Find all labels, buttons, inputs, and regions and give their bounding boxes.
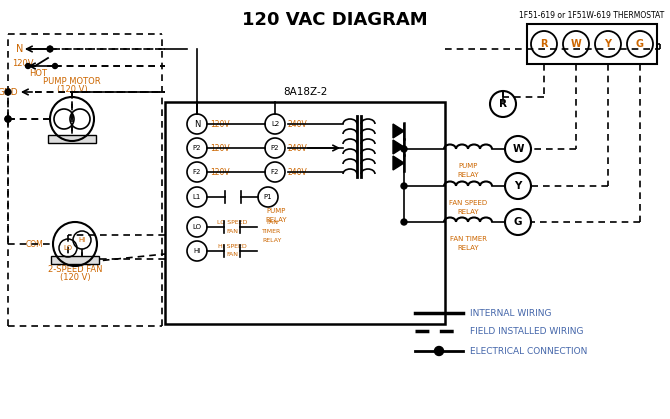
Text: 240V: 240V <box>288 168 308 176</box>
Text: HI SPEED: HI SPEED <box>218 243 247 248</box>
Text: 120V: 120V <box>210 168 230 176</box>
Text: HI: HI <box>194 248 200 254</box>
Text: Y: Y <box>604 39 612 49</box>
Text: HI: HI <box>78 237 86 243</box>
Circle shape <box>401 219 407 225</box>
Polygon shape <box>393 156 404 170</box>
Circle shape <box>401 146 407 152</box>
Text: 8A18Z-2: 8A18Z-2 <box>283 87 327 97</box>
Text: 120V: 120V <box>210 143 230 153</box>
Text: 240V: 240V <box>288 143 308 153</box>
Circle shape <box>401 183 407 189</box>
Polygon shape <box>393 124 404 138</box>
Circle shape <box>47 46 53 52</box>
Text: 240V: 240V <box>288 119 308 129</box>
Text: GND: GND <box>0 88 18 96</box>
Text: P1: P1 <box>264 194 272 200</box>
Text: 120V: 120V <box>210 119 230 129</box>
Text: Y: Y <box>515 181 522 191</box>
Text: F2: F2 <box>193 169 201 175</box>
Text: LO: LO <box>64 245 72 251</box>
Text: W: W <box>513 144 524 154</box>
Text: (120 V): (120 V) <box>60 273 90 282</box>
Text: R: R <box>499 99 507 109</box>
Text: N: N <box>16 44 23 54</box>
Text: ELECTRICAL CONNECTION: ELECTRICAL CONNECTION <box>470 347 588 355</box>
Text: L1: L1 <box>193 194 201 200</box>
Text: LO: LO <box>192 224 202 230</box>
Text: TIMER: TIMER <box>263 228 281 233</box>
Text: R: R <box>540 39 548 49</box>
Text: P2: P2 <box>193 145 201 151</box>
Text: L2: L2 <box>271 121 279 127</box>
Text: W: W <box>571 39 582 49</box>
Text: INTERNAL WIRING: INTERNAL WIRING <box>470 308 551 318</box>
Text: RELAY: RELAY <box>457 245 479 251</box>
Text: FAN SPEED: FAN SPEED <box>449 200 487 206</box>
Text: COM: COM <box>25 240 43 248</box>
Text: RELAY: RELAY <box>265 217 287 223</box>
Text: 120 VAC DIAGRAM: 120 VAC DIAGRAM <box>242 11 428 29</box>
Polygon shape <box>393 140 404 154</box>
Text: RELAY: RELAY <box>457 209 479 215</box>
Bar <box>48 135 96 143</box>
Bar <box>51 256 99 264</box>
Text: 120V: 120V <box>12 59 34 67</box>
Text: FAN: FAN <box>226 253 238 258</box>
Text: RELAY: RELAY <box>263 238 281 243</box>
Circle shape <box>5 116 11 122</box>
Bar <box>165 102 445 324</box>
Circle shape <box>52 64 58 68</box>
Text: 1F51-619 or 1F51W-619 THERMOSTAT: 1F51-619 or 1F51W-619 THERMOSTAT <box>519 11 665 20</box>
Bar <box>527 24 657 64</box>
Text: N: N <box>194 119 200 129</box>
Circle shape <box>435 347 444 355</box>
Text: 2-SPEED FAN: 2-SPEED FAN <box>48 265 103 274</box>
Text: G: G <box>636 39 644 49</box>
Text: FIELD INSTALLED WIRING: FIELD INSTALLED WIRING <box>470 326 584 336</box>
Text: RELAY: RELAY <box>457 172 479 178</box>
Text: HOT: HOT <box>29 68 47 78</box>
Text: FAN: FAN <box>226 228 238 233</box>
Circle shape <box>25 64 31 68</box>
Circle shape <box>5 89 11 95</box>
Circle shape <box>5 116 11 122</box>
Text: PUMP MOTOR: PUMP MOTOR <box>43 77 100 86</box>
Text: FAN TIMER: FAN TIMER <box>450 236 486 242</box>
Text: P2: P2 <box>271 145 279 151</box>
Text: PUMP: PUMP <box>458 163 478 169</box>
Circle shape <box>47 46 53 52</box>
Text: (120 V): (120 V) <box>57 85 87 94</box>
Text: FAN: FAN <box>266 220 278 225</box>
Text: F2: F2 <box>271 169 279 175</box>
Text: PUMP: PUMP <box>266 208 285 214</box>
Text: LO SPEED: LO SPEED <box>217 220 247 225</box>
Text: G: G <box>514 217 522 227</box>
